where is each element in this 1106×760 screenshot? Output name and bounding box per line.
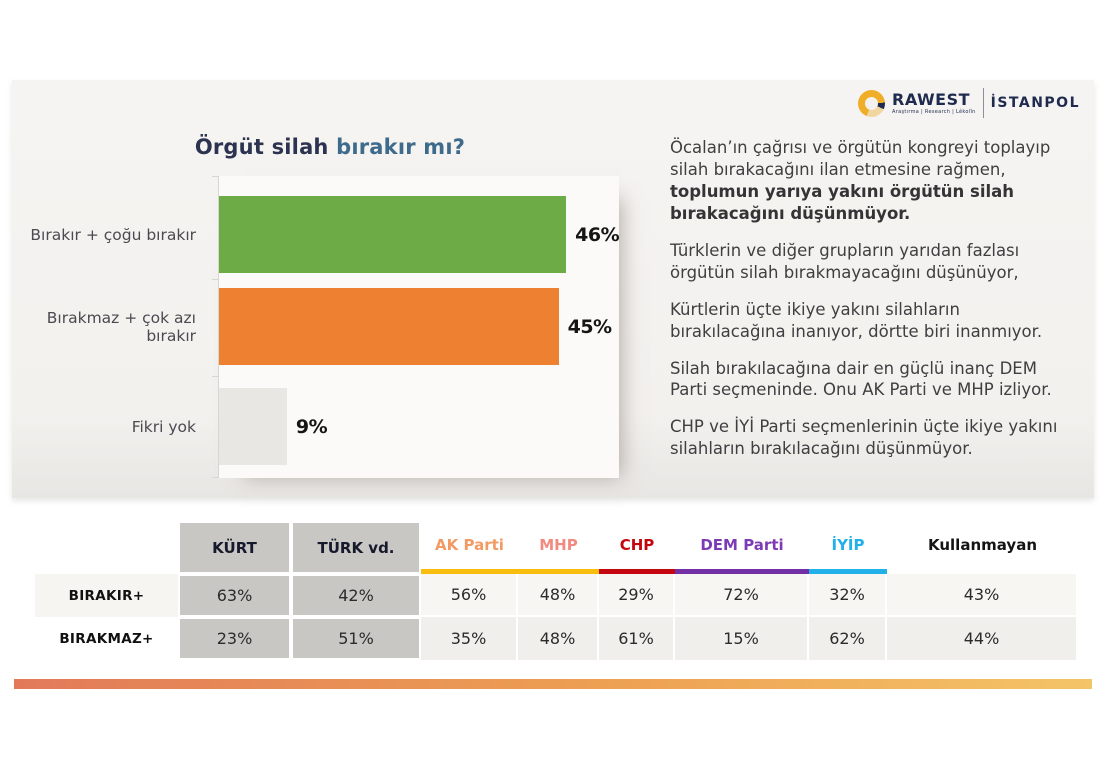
table-cell: 15% xyxy=(675,617,809,660)
bar-value: 46% xyxy=(575,223,620,246)
col-header-iyip: İYİP xyxy=(809,521,887,574)
commentary-paragraph-3: Kürtlerin üçte ikiye yakını silahların b… xyxy=(670,299,1043,341)
table-cell: 62% xyxy=(809,617,887,660)
row-label-birakir: BIRAKIR+ xyxy=(35,574,178,617)
table-cell: 23% xyxy=(178,617,291,660)
table-cell: 51% xyxy=(291,617,421,660)
axis-tick xyxy=(212,176,219,177)
bar-row-fikri-yok: Fikri yok 9% xyxy=(12,388,672,465)
table-cell: 63% xyxy=(178,574,291,617)
bar-birakmaz xyxy=(219,288,559,365)
table-cell: 44% xyxy=(887,617,1078,660)
table-cell: 72% xyxy=(675,574,809,617)
col-header-chp: CHP xyxy=(599,521,675,574)
chart-title: Örgüt silah bırakır mı? xyxy=(12,135,648,159)
col-header-mhp: MHP xyxy=(518,521,599,574)
chart-title-dark: Örgüt silah xyxy=(194,135,329,159)
istanpol-wordmark: İSTANPOL xyxy=(990,95,1080,111)
breakdown-table: KÜRT TÜRK vd. AK Parti MHP CHP DEM Parti… xyxy=(35,521,1078,660)
chart-title-accent: bırakır mı? xyxy=(336,135,466,159)
table-cell: 43% xyxy=(887,574,1078,617)
commentary-text: Öcalan’ın çağrısı ve örgütün kongreyi to… xyxy=(670,137,1078,475)
bar-label: Bırakmaz + çok azı bırakır xyxy=(46,308,196,345)
col-header-turk: TÜRK vd. xyxy=(291,521,421,574)
table-cell: 42% xyxy=(291,574,421,617)
axis-tick xyxy=(212,279,219,280)
bar-label: Bırakır + çoğu bırakır xyxy=(30,225,196,244)
commentary-paragraph-4: Silah bırakılacağına dair en güçlü inanç… xyxy=(670,358,1052,400)
table-cell: 56% xyxy=(421,574,518,617)
brand-logos: RAWEST Araştırma | Research | Lêkolîn İS… xyxy=(858,88,1080,118)
table-corner-cell xyxy=(35,521,178,574)
table-cell: 48% xyxy=(518,574,599,617)
rawest-tagline: Araştırma | Research | Lêkolîn xyxy=(892,108,976,115)
bar-row-birakmaz: Bırakmaz + çok azı bırakır 45% xyxy=(12,288,672,365)
table-cell: 29% xyxy=(599,574,675,617)
commentary-paragraph-1: Öcalan’ın çağrısı ve örgütün kongreyi to… xyxy=(670,138,1051,223)
footer-gradient-bar xyxy=(14,679,1092,689)
bar-birakir xyxy=(219,196,567,273)
col-header-kurt: KÜRT xyxy=(178,521,291,574)
survey-card: RAWEST Araştırma | Research | Lêkolîn İS… xyxy=(12,80,1094,498)
bar-value: 45% xyxy=(567,315,612,338)
logo-divider xyxy=(982,88,984,118)
row-label-birakmaz: BIRAKMAZ+ xyxy=(35,617,178,660)
axis-tick xyxy=(212,477,219,478)
bar-row-birakir: Bırakır + çoğu bırakır 46% xyxy=(12,196,672,273)
table-cell: 61% xyxy=(599,617,675,660)
table-cell: 48% xyxy=(518,617,599,660)
bar-fikri-yok xyxy=(219,388,287,465)
bar-label: Fikri yok xyxy=(131,417,196,436)
col-header-kullanmayan: Kullanmayan xyxy=(928,536,1037,554)
col-header-demparti: DEM Parti xyxy=(675,521,809,574)
bar-value: 9% xyxy=(295,415,328,438)
table-cell: 32% xyxy=(809,574,887,617)
commentary-paragraph-2: Türklerin ve diğer grupların yarıdan faz… xyxy=(670,240,1020,282)
axis-tick xyxy=(212,376,219,377)
col-header-akparti: AK Parti xyxy=(421,521,518,574)
commentary-paragraph-5: CHP ve İYİ Parti seçmenlerinin üçte ikiy… xyxy=(670,417,1058,459)
rawest-wordmark: RAWEST xyxy=(892,89,971,109)
bar-chart: Bırakır + çoğu bırakır 46% Bırakmaz + ço… xyxy=(12,176,672,478)
rawest-logo-icon xyxy=(858,89,886,117)
table-cell: 35% xyxy=(421,617,518,660)
